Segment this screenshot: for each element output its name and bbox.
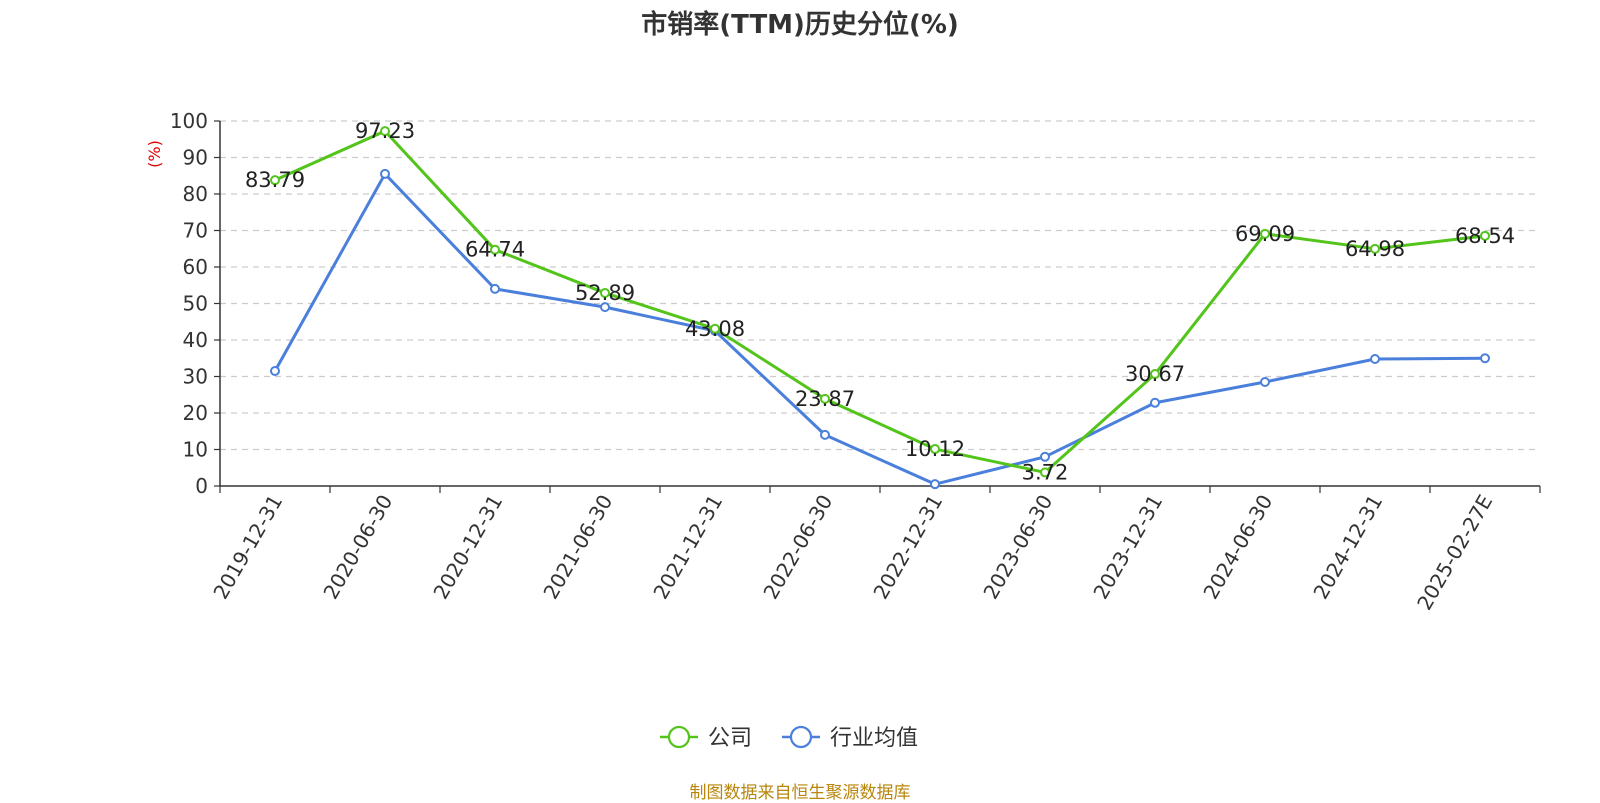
data-point xyxy=(1150,369,1160,380)
data-point xyxy=(1370,353,1380,364)
axes: 0 10 20 30 40 50 60 70 80 90 100 2019-12-31 2020-06-… xyxy=(170,109,1541,615)
data-point xyxy=(1150,397,1160,408)
data-point xyxy=(710,323,720,334)
data-point xyxy=(1480,230,1490,241)
data-point xyxy=(930,479,940,490)
data-point xyxy=(490,244,500,255)
data-label: 52.89 xyxy=(575,281,635,305)
y-tick-label: 50 xyxy=(183,292,208,316)
x-tick-label: 2020-12-31 xyxy=(428,491,507,604)
series: 83.79 97.23 64.74 52.89 43.08 23.87 10.12 3.72 3… xyxy=(245,119,1515,490)
x-tick-label: 2023-12-31 xyxy=(1088,491,1167,604)
data-label: 64.74 xyxy=(465,238,525,262)
x-tick-label: 2022-06-30 xyxy=(758,491,837,604)
x-tick-label: 2025-02-27E xyxy=(1412,491,1497,615)
data-point xyxy=(1040,467,1050,478)
y-tick-label: 0 xyxy=(195,474,208,498)
data-label: 68.54 xyxy=(1455,224,1515,248)
grid-lines xyxy=(220,120,1540,451)
series-line xyxy=(273,172,1486,486)
x-tick-label: 2020-06-30 xyxy=(318,491,397,604)
y-tick-label: 90 xyxy=(183,146,208,170)
legend-marker xyxy=(667,725,691,749)
data-point xyxy=(1260,228,1270,239)
data-point xyxy=(600,287,610,298)
y-tick-label: 40 xyxy=(183,328,208,352)
data-label: 83.79 xyxy=(245,168,305,192)
legend-marker xyxy=(789,725,813,749)
data-point xyxy=(380,126,390,137)
x-tick-label: 2022-12-31 xyxy=(868,491,947,604)
legend-entry: 行业均值 xyxy=(830,726,918,751)
legend: 公司 行业均值 xyxy=(660,725,918,751)
data-label: 97.23 xyxy=(355,119,415,143)
data-point xyxy=(930,444,940,455)
data-label: 69.09 xyxy=(1235,222,1295,246)
data-point xyxy=(270,175,280,186)
legend-entry: 公司 xyxy=(708,726,752,751)
data-point xyxy=(1040,451,1050,462)
chart-title: 市销率(TTM)历史分位(%) xyxy=(641,10,959,40)
series-line xyxy=(274,129,1486,474)
y-tick-label: 70 xyxy=(183,219,208,243)
source-note: 制图数据来自恒生聚源数据库 xyxy=(689,783,911,803)
data-label: 43.08 xyxy=(685,317,745,341)
data-label: 23.87 xyxy=(795,387,855,411)
y-tick-label: 60 xyxy=(183,255,208,279)
data-label: 3.72 xyxy=(1022,460,1069,484)
data-point xyxy=(1260,376,1270,387)
data-point xyxy=(820,393,830,404)
y-tick-label: 10 xyxy=(183,438,208,462)
data-label: 64.98 xyxy=(1345,237,1405,261)
y-axis-label: (%) xyxy=(145,140,164,168)
data-point xyxy=(820,429,830,440)
x-tick-label: 2024-12-31 xyxy=(1308,491,1387,604)
data-point xyxy=(600,302,610,313)
data-point xyxy=(490,283,500,294)
y-tick-label: 100 xyxy=(170,109,208,133)
data-point xyxy=(1480,353,1490,364)
data-point xyxy=(270,366,280,377)
data-point xyxy=(1370,243,1380,254)
x-tick-label: 2021-12-31 xyxy=(648,491,727,604)
x-tick-label: 2023-06-30 xyxy=(978,491,1057,604)
x-tick-label: 2021-06-30 xyxy=(538,491,617,604)
data-label: 10.12 xyxy=(905,437,965,461)
data-label: 30.67 xyxy=(1125,362,1185,386)
y-tick-label: 30 xyxy=(183,365,208,389)
y-tick-label: 20 xyxy=(183,401,208,425)
y-tick-label: 80 xyxy=(183,182,208,206)
x-tick-label: 2019-12-31 xyxy=(208,491,287,604)
data-point xyxy=(380,168,390,179)
x-tick-label: 2024-06-30 xyxy=(1198,491,1277,604)
